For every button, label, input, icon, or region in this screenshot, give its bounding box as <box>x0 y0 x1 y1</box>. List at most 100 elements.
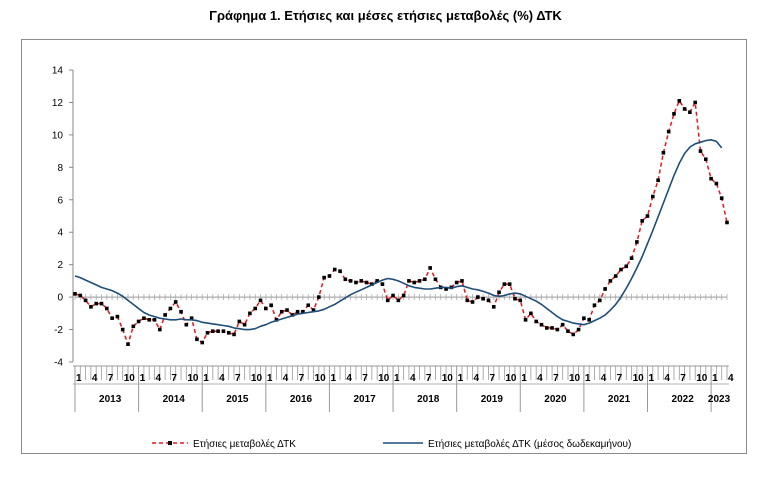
data-point-annual <box>348 279 353 283</box>
x-tick-label-month: 4 <box>664 373 670 384</box>
data-point-annual <box>529 311 533 316</box>
y-tick-label: 10 <box>52 130 64 141</box>
data-point-annual <box>311 308 316 312</box>
data-point-annual <box>688 110 692 114</box>
x-tick-label-month: 7 <box>108 373 114 384</box>
data-point-annual <box>497 290 501 295</box>
x-tick-label-month: 4 <box>156 373 162 384</box>
x-tick-label-month: 1 <box>330 373 336 384</box>
x-tick-label-month: 10 <box>569 373 581 384</box>
x-tick-label-month: 1 <box>458 373 464 384</box>
data-point-annual <box>105 306 109 311</box>
data-point-annual <box>306 303 311 308</box>
data-point-annual <box>120 327 125 332</box>
x-tick-label-month: 10 <box>251 373 263 384</box>
data-point-annual <box>725 220 729 225</box>
x-tick-label-year: 2022 <box>672 394 695 405</box>
data-point-annual <box>142 316 146 320</box>
data-point-annual <box>465 298 470 303</box>
legend-label-average: Ετήσιες μεταβολές ΔΤΚ (μέσος δωδεκαμήνου… <box>428 438 631 450</box>
data-point-annual <box>126 342 130 346</box>
x-tick-label-year: 2015 <box>226 394 249 405</box>
y-tick-label: -2 <box>54 325 63 336</box>
y-tick-label: 6 <box>57 195 63 206</box>
x-tick-label-month: 1 <box>76 373 82 384</box>
x-tick-label-month: 7 <box>680 373 686 384</box>
data-point-annual <box>396 298 401 303</box>
data-point-annual <box>693 100 697 105</box>
data-point-annual <box>89 305 93 309</box>
legend-marker-annual <box>168 441 172 445</box>
data-point-annual <box>152 318 157 322</box>
x-tick-label-month: 7 <box>171 373 177 384</box>
data-point-annual <box>258 298 263 303</box>
data-point-annual <box>544 326 549 330</box>
series-line-annual <box>74 100 728 345</box>
data-point-annual <box>523 318 528 322</box>
x-tick-label-year: 2023 <box>708 394 731 405</box>
data-point-annual <box>375 279 379 283</box>
data-point-annual <box>364 280 369 285</box>
data-point-annual <box>147 318 152 322</box>
data-point-annual <box>672 112 676 116</box>
data-point-annual <box>391 293 395 298</box>
data-point-annual <box>237 319 242 324</box>
data-point-annual <box>285 308 289 312</box>
x-tick-label-month: 4 <box>283 373 289 384</box>
x-tick-label-month: 7 <box>553 373 559 384</box>
data-point-annual <box>491 305 496 309</box>
x-tick-label-month: 7 <box>235 373 241 384</box>
data-point-annual <box>640 219 644 223</box>
data-point-annual <box>163 313 167 317</box>
data-point-annual <box>470 300 475 304</box>
data-point-annual <box>173 300 178 304</box>
data-point-annual <box>433 277 438 282</box>
data-point-annual <box>571 332 576 337</box>
data-point-annual <box>359 279 364 283</box>
data-point-annual <box>460 279 464 283</box>
x-tick-label-year: 2013 <box>99 394 122 405</box>
x-tick-label-month: 10 <box>187 373 199 384</box>
y-tick-label: -4 <box>54 358 63 369</box>
data-point-annual <box>486 298 491 303</box>
data-point-annual <box>338 269 342 273</box>
x-tick-label-month: 10 <box>124 373 136 384</box>
x-tick-label-year: 2019 <box>481 394 504 405</box>
data-point-annual <box>115 314 120 319</box>
data-point-annual <box>401 293 406 298</box>
data-point-annual <box>264 306 268 311</box>
data-point-annual <box>195 337 199 342</box>
x-tick-label-month: 1 <box>203 373 209 384</box>
x-tick-label-month: 7 <box>299 373 305 384</box>
x-tick-label-month: 4 <box>474 373 480 384</box>
y-tick-label: 12 <box>52 98 64 109</box>
data-point-annual <box>168 306 173 311</box>
data-point-annual <box>226 331 231 335</box>
data-point-annual <box>295 309 300 314</box>
data-point-annual <box>454 280 459 285</box>
x-tick-label-month: 10 <box>378 373 390 384</box>
x-tick-label-month: 7 <box>362 373 368 384</box>
data-point-annual <box>714 181 719 186</box>
data-point-annual <box>587 318 591 322</box>
data-point-annual <box>417 279 422 283</box>
x-tick-label-month: 1 <box>648 373 654 384</box>
data-point-annual <box>407 279 411 283</box>
data-point-annual <box>232 332 236 337</box>
chart-title: Γράφημα 1. Ετήσιες και μέσες ετήσιες μετ… <box>209 8 562 23</box>
x-tick-label-year: 2017 <box>353 394 376 405</box>
x-tick-label-month: 1 <box>267 373 273 384</box>
x-tick-label-month: 10 <box>442 373 454 384</box>
data-point-annual <box>709 176 713 181</box>
x-tick-label-month: 1 <box>394 373 400 384</box>
data-point-annual <box>327 274 332 278</box>
series-line-average <box>74 139 723 331</box>
x-tick-label-month: 4 <box>728 373 734 384</box>
y-tick-label: 14 <box>52 66 64 77</box>
data-point-annual <box>566 329 570 333</box>
data-point-annual <box>205 331 210 335</box>
x-tick-label-month: 10 <box>696 373 708 384</box>
data-point-annual <box>253 306 258 311</box>
data-point-annual <box>698 149 703 153</box>
data-point-annual <box>189 316 194 320</box>
